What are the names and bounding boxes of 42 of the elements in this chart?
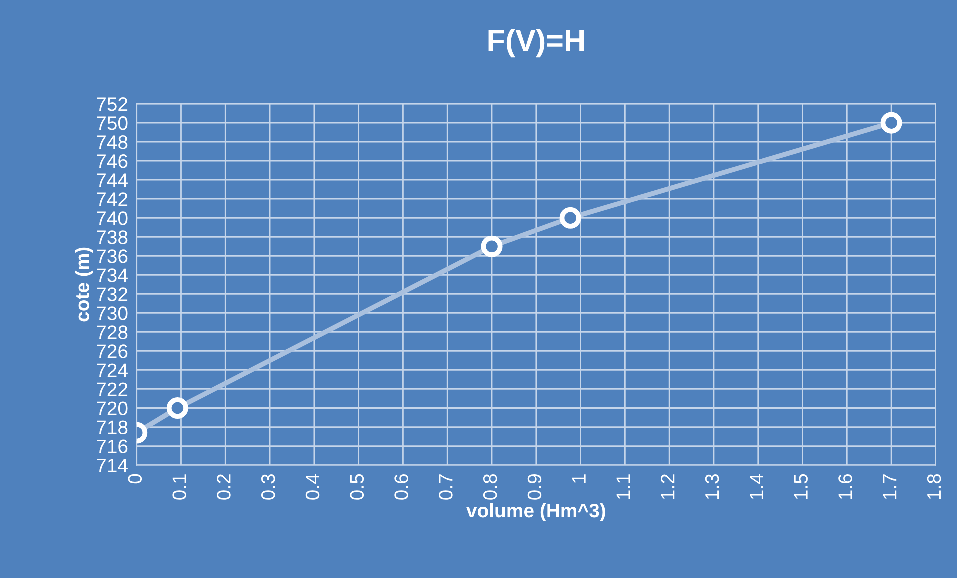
y-tick-label: 738 — [97, 230, 128, 244]
y-tick-label: 714 — [97, 458, 128, 472]
y-tick-label: 722 — [97, 382, 128, 396]
y-tick-label: 740 — [97, 212, 128, 226]
x-tick-label: 1.7 — [883, 474, 897, 500]
x-tick-label: 0.3 — [261, 474, 276, 500]
x-tick-label: 1.6 — [838, 474, 852, 500]
x-tick-label: 0 — [128, 474, 142, 484]
y-tick-label: 742 — [97, 192, 128, 206]
x-tick-label: 1.2 — [661, 474, 675, 500]
x-tick-label: 0.6 — [394, 474, 408, 500]
x-tick-label: 1.5 — [794, 474, 808, 500]
x-tick-label: 0.7 — [439, 474, 453, 500]
y-tick-label: 726 — [97, 344, 128, 358]
y-tick-label: 750 — [97, 116, 128, 130]
x-tick-label: 1.8 — [927, 474, 942, 500]
x-tick-label: 0.9 — [528, 474, 542, 500]
y-tick-label: 748 — [97, 136, 128, 150]
y-tick-label: 736 — [97, 250, 128, 264]
x-tick-label: 0.4 — [306, 474, 320, 500]
x-tick-label: 1.1 — [616, 474, 630, 500]
x-tick-label: 0.1 — [172, 474, 186, 500]
x-tick-label: 1.4 — [750, 474, 764, 500]
y-tick-label: 720 — [97, 402, 128, 416]
y-tick-label: 728 — [97, 326, 128, 340]
y-tick-label: 732 — [97, 288, 128, 302]
y-tick-label: 746 — [97, 154, 128, 168]
y-tick-label: 744 — [97, 174, 128, 188]
y-tick-label: 724 — [97, 364, 128, 378]
x-tick-label: 0.8 — [483, 474, 498, 500]
y-tick-label: 730 — [97, 306, 128, 320]
y-tick-label: 718 — [97, 420, 128, 434]
chart-title: F(V)=H — [488, 29, 584, 58]
x-tick-label: 0.5 — [350, 474, 364, 500]
x-tick-label: 1 — [572, 474, 586, 483]
y-tick-label: 716 — [97, 440, 128, 454]
y-tick-label: 734 — [97, 268, 128, 282]
x-tick-label: 1.3 — [705, 474, 720, 500]
y-tick-label: 752 — [97, 98, 128, 112]
x-axis-title: volume (Hm^3) — [466, 503, 606, 522]
y-axis-title: cote (m) — [75, 248, 94, 322]
x-tick-label: 0.2 — [217, 474, 231, 500]
